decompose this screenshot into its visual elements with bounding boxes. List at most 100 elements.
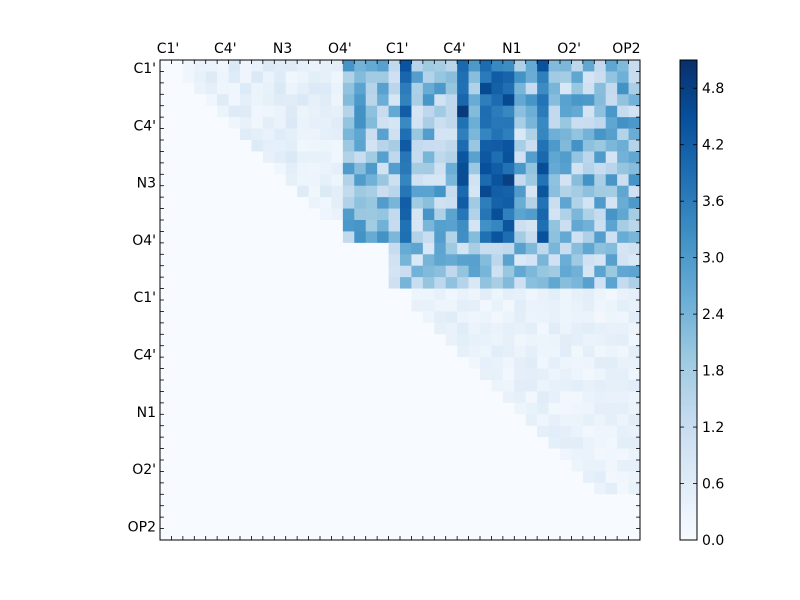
heatmap-cell	[228, 517, 241, 529]
heatmap-cell	[491, 300, 504, 312]
heatmap-cell	[308, 60, 321, 72]
heatmap-cell	[171, 425, 184, 438]
heatmap-cell	[194, 94, 207, 107]
heatmap-cell	[297, 482, 309, 495]
heatmap-cell	[457, 242, 469, 255]
heatmap-cell	[571, 482, 584, 495]
heatmap-cell	[251, 105, 264, 118]
heatmap-cell	[411, 494, 424, 507]
heatmap-cell	[502, 505, 515, 518]
heatmap-cell	[628, 60, 641, 72]
heatmap-cell	[560, 482, 572, 495]
heatmap-cell	[628, 265, 641, 278]
heatmap-cell	[400, 220, 412, 232]
heatmap-cell	[331, 345, 344, 358]
y-tick-label: C1'	[133, 61, 156, 77]
heatmap-cell	[320, 220, 332, 232]
heatmap-cell	[628, 482, 641, 495]
heatmap-cell	[628, 140, 641, 152]
heatmap-cell	[194, 517, 207, 529]
heatmap-cell	[525, 414, 538, 427]
heatmap-cell	[468, 140, 481, 152]
heatmap-cell	[320, 357, 332, 369]
heatmap-cell	[434, 448, 447, 461]
heatmap-cell	[400, 322, 412, 335]
heatmap-cell	[194, 197, 207, 209]
heatmap-cell	[285, 288, 298, 301]
heatmap-cell	[571, 254, 584, 267]
heatmap-cell	[297, 505, 309, 518]
heatmap-cell	[445, 254, 458, 267]
heatmap-cell	[560, 357, 572, 369]
heatmap-cell	[308, 208, 321, 221]
heatmap-cell	[251, 71, 264, 84]
heatmap-cell	[331, 437, 344, 449]
heatmap-cell	[251, 334, 264, 347]
heatmap-cell	[457, 231, 469, 244]
heatmap-cell	[251, 277, 264, 289]
heatmap-cell	[240, 197, 252, 209]
heatmap-cell	[434, 220, 447, 232]
heatmap-cell	[388, 60, 401, 72]
heatmap-cell	[320, 448, 332, 461]
heatmap-cell	[274, 242, 287, 255]
heatmap-cell	[365, 391, 378, 404]
heatmap-cell	[560, 128, 572, 141]
heatmap-cell	[217, 402, 229, 415]
heatmap-cell	[182, 528, 195, 541]
heatmap-cell	[308, 254, 321, 267]
heatmap-cell	[571, 414, 584, 427]
heatmap-cell	[525, 185, 538, 198]
heatmap-cell	[160, 94, 172, 107]
heatmap-cell	[308, 265, 321, 278]
heatmap-cell	[205, 71, 218, 84]
heatmap-cell	[548, 528, 561, 541]
heatmap-cell	[502, 517, 515, 529]
heatmap-cell	[400, 254, 412, 267]
heatmap-cell	[582, 460, 595, 472]
heatmap-cell	[605, 448, 618, 461]
heatmap-cell	[491, 494, 504, 507]
heatmap-cell	[182, 277, 195, 289]
heatmap-cell	[320, 425, 332, 438]
heatmap-cell	[514, 277, 527, 289]
heatmap-cell	[320, 151, 332, 164]
heatmap-cell	[320, 197, 332, 209]
heatmap-cell	[411, 448, 424, 461]
heatmap-cell	[422, 505, 435, 518]
heatmap-cell	[582, 357, 595, 369]
heatmap-cell	[251, 242, 264, 255]
heatmap-cell	[468, 391, 481, 404]
heatmap-cell	[365, 448, 378, 461]
heatmap-cell	[548, 208, 561, 221]
heatmap-cell	[262, 517, 275, 529]
heatmap-cell	[365, 174, 378, 187]
heatmap-cell	[285, 437, 298, 449]
heatmap-cell	[605, 528, 618, 541]
heatmap-cell	[285, 391, 298, 404]
heatmap-cell	[491, 402, 504, 415]
heatmap-cell	[617, 357, 629, 369]
heatmap-cell	[365, 60, 378, 72]
heatmap-cell	[205, 82, 218, 95]
heatmap-cell	[251, 208, 264, 221]
heatmap-cell	[251, 505, 264, 518]
heatmap-cell	[217, 425, 229, 438]
heatmap-cell	[514, 265, 527, 278]
heatmap-cell	[354, 208, 367, 221]
heatmap-cell	[342, 517, 355, 529]
heatmap-cell	[217, 197, 229, 209]
heatmap-cell	[331, 140, 344, 152]
heatmap-cell	[491, 94, 504, 107]
heatmap-cell	[560, 448, 572, 461]
heatmap-cell	[320, 140, 332, 152]
heatmap-cell	[240, 231, 252, 244]
heatmap-cell	[171, 380, 184, 392]
heatmap-cell	[354, 482, 367, 495]
heatmap-cell	[445, 368, 458, 381]
heatmap-cell	[628, 517, 641, 529]
heatmap-cell	[434, 288, 447, 301]
heatmap-cell	[377, 60, 389, 72]
heatmap-cell	[251, 357, 264, 369]
heatmap-cell	[594, 94, 607, 107]
